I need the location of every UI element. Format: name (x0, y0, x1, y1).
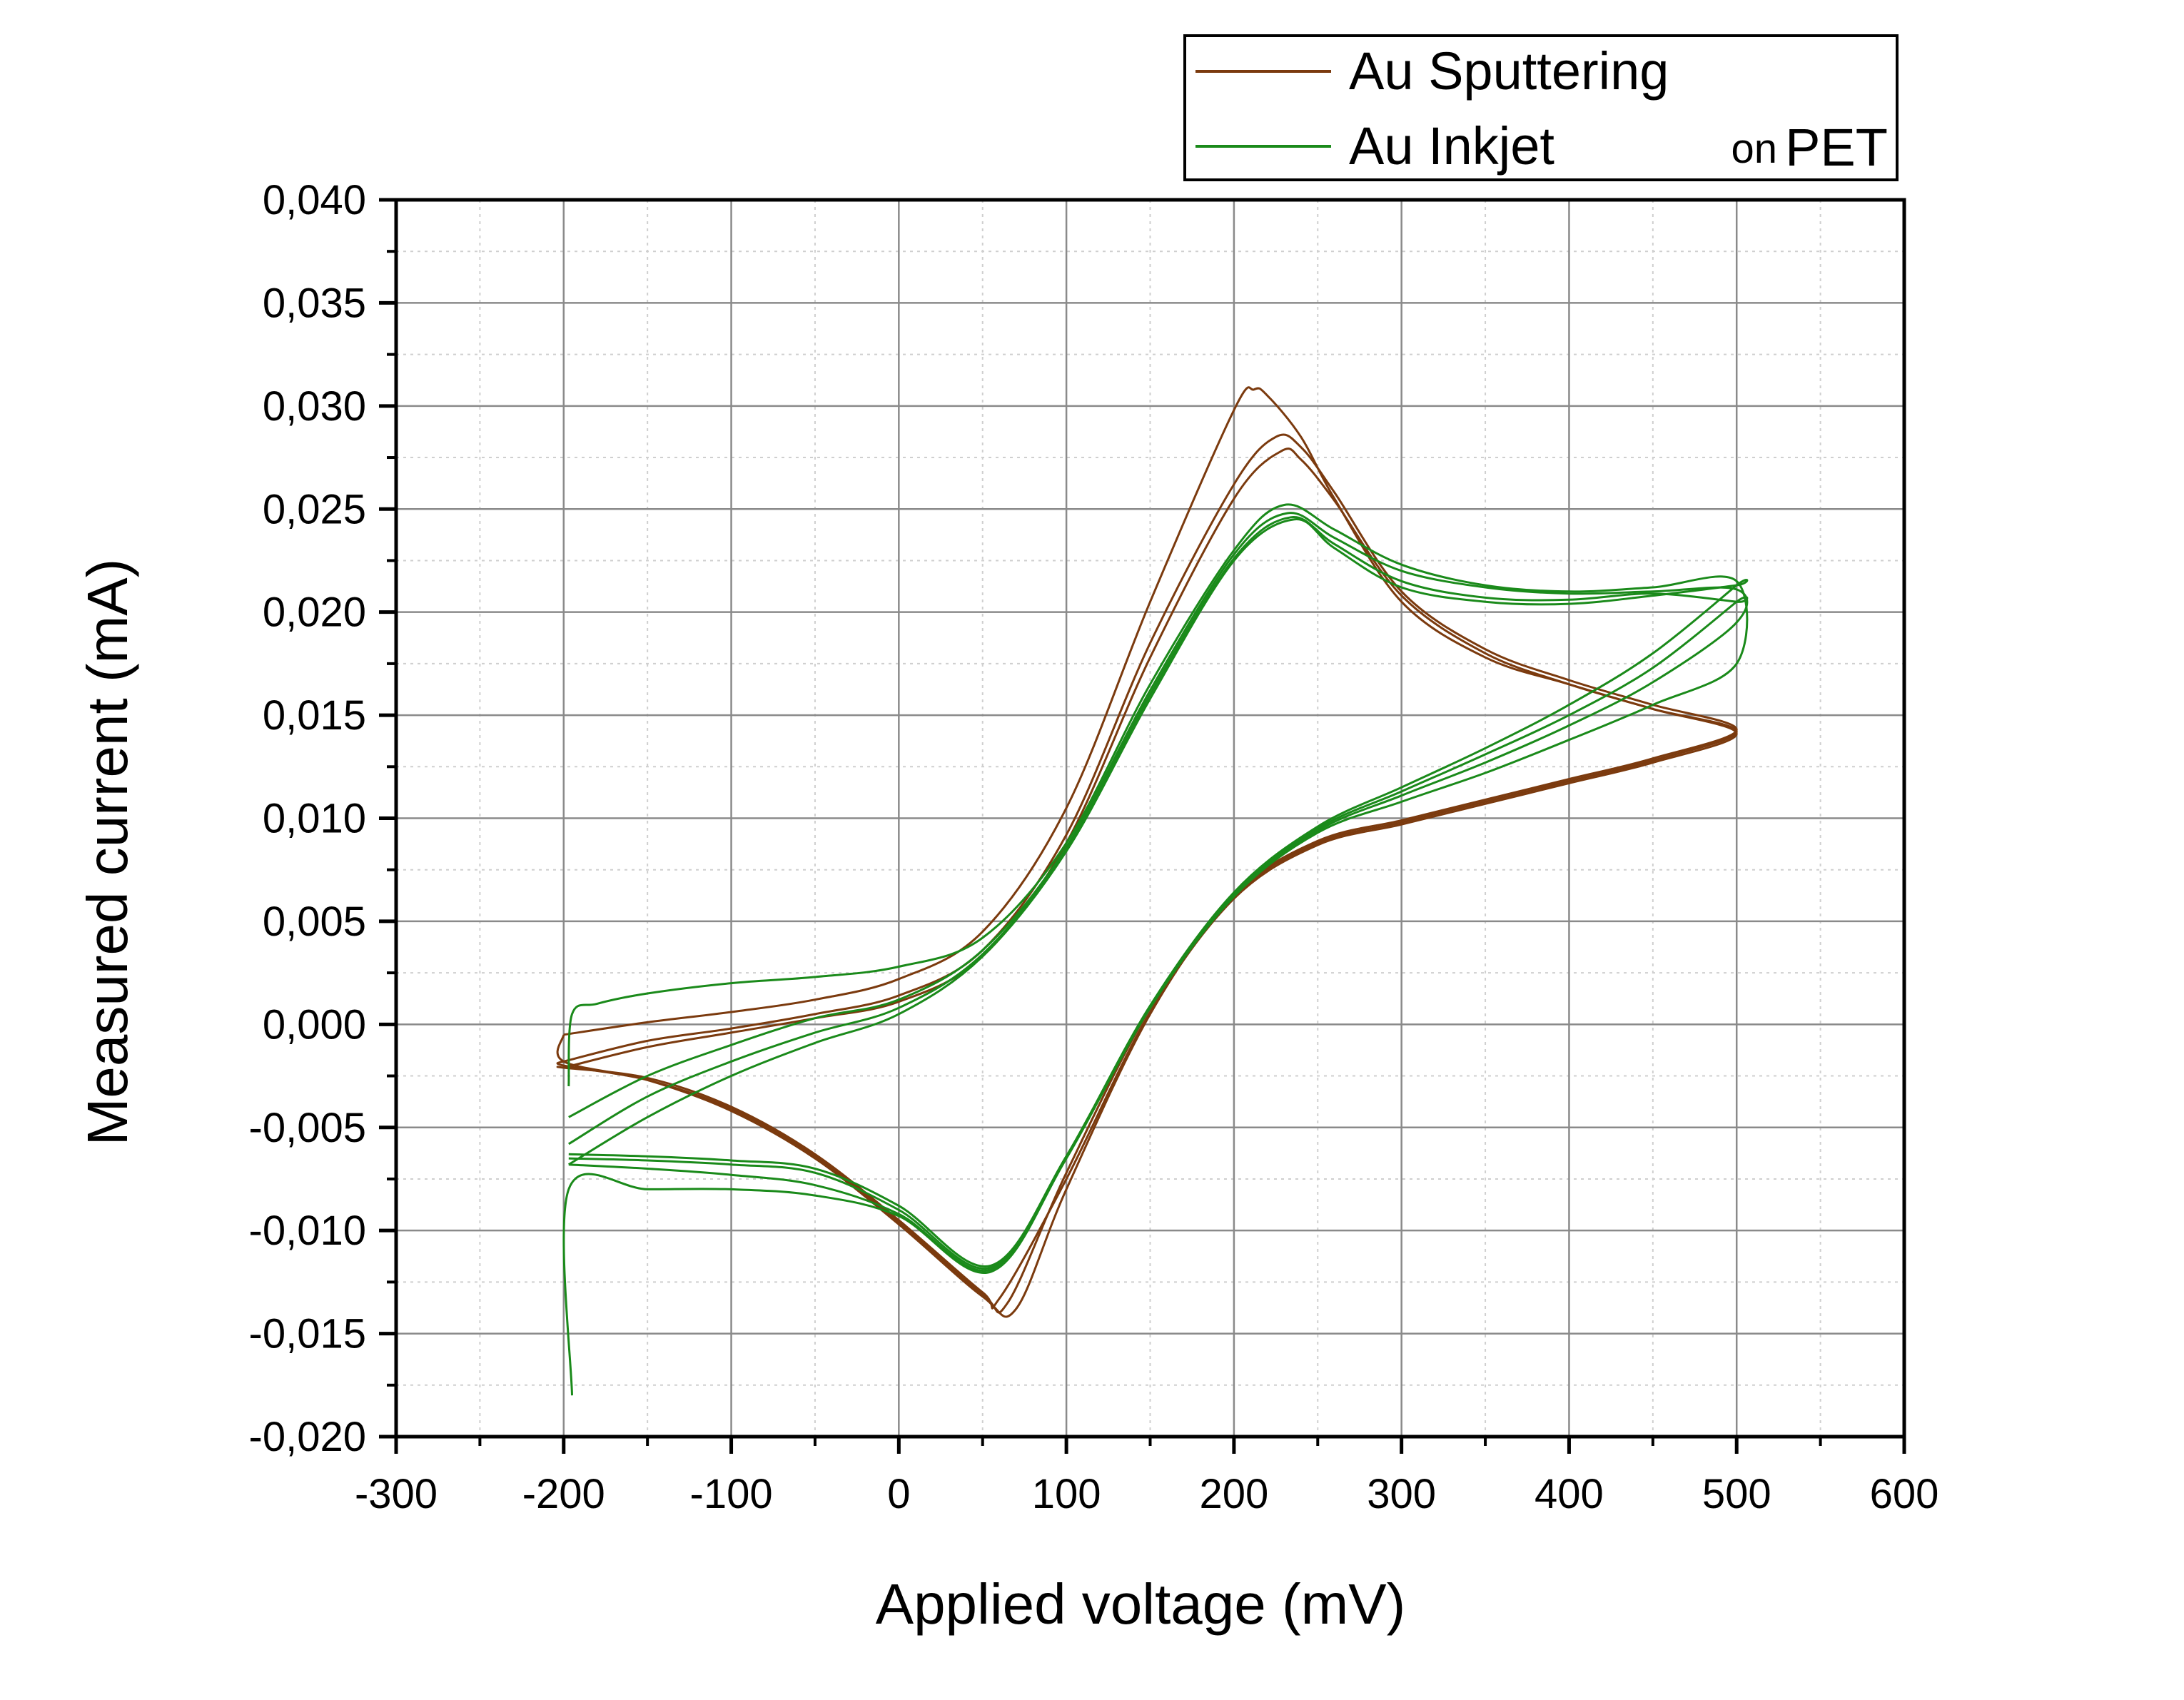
legend: Au Sputtering Au Inkjet on PET (1183, 34, 1899, 181)
series-au-inkjet-cycle-3 (568, 516, 1749, 1270)
x-tick-label: -300 (355, 1471, 438, 1517)
y-tick-label: 0,000 (263, 1001, 366, 1048)
x-tick-label: 400 (1535, 1471, 1604, 1517)
y-tick-label: 0,015 (263, 692, 366, 739)
legend-suffix-substrate: PET (1785, 118, 1888, 177)
y-tick-label: -0,005 (249, 1105, 366, 1151)
series-au-inkjet-cycle-1 (562, 503, 1749, 1396)
y-tick-label: 0,040 (263, 177, 366, 223)
y-tick-label: 0,025 (263, 486, 366, 532)
x-tick-label: 0 (887, 1471, 910, 1517)
x-tick-label: -100 (690, 1471, 773, 1517)
series-au-inkjet-cycle-2 (568, 512, 1749, 1273)
x-tick-label: 300 (1367, 1471, 1436, 1517)
x-tick-label: 100 (1032, 1471, 1101, 1517)
x-tick-labels: -300 -200 -100 0 100 200 300 400 500 600 (355, 1471, 1938, 1517)
x-tick-label: 600 (1870, 1471, 1939, 1517)
legend-suffix: on (1731, 126, 1777, 172)
x-axis-title: Applied voltage (mV) (876, 1572, 1406, 1636)
x-tick-label: 200 (1199, 1471, 1268, 1517)
legend-label-au-sputtering: Au Sputtering (1349, 41, 1669, 101)
axis-ticks (379, 198, 1906, 1454)
legend-label-au-inkjet: Au Inkjet (1349, 116, 1554, 176)
y-tick-label: 0,030 (263, 383, 366, 430)
y-tick-label: 0,035 (263, 280, 366, 326)
series-au-sputtering-cycle-2 (556, 433, 1738, 1314)
data-curves (556, 386, 1749, 1396)
y-tick-labels: -0,020 -0,015 -0,010 -0,005 0,000 0,005 0,010 0… (249, 177, 366, 1460)
y-tick-label: 0,005 (263, 899, 366, 945)
legend-box (1183, 34, 1899, 181)
y-tick-label: -0,010 (249, 1208, 366, 1254)
series-au-inkjet-cycle-4 (568, 518, 1749, 1268)
series-au-sputtering-cycle-1 (556, 386, 1738, 1318)
y-tick-label: 0,010 (263, 796, 366, 842)
y-tick-label: -0,020 (249, 1414, 366, 1460)
y-tick-label: 0,020 (263, 590, 366, 636)
grid-lines (396, 200, 1904, 1437)
y-tick-label: -0,015 (249, 1311, 366, 1357)
x-tick-label: 500 (1702, 1471, 1771, 1517)
x-tick-label: -200 (522, 1471, 605, 1517)
y-axis-title: Measured current (mA) (76, 559, 139, 1145)
